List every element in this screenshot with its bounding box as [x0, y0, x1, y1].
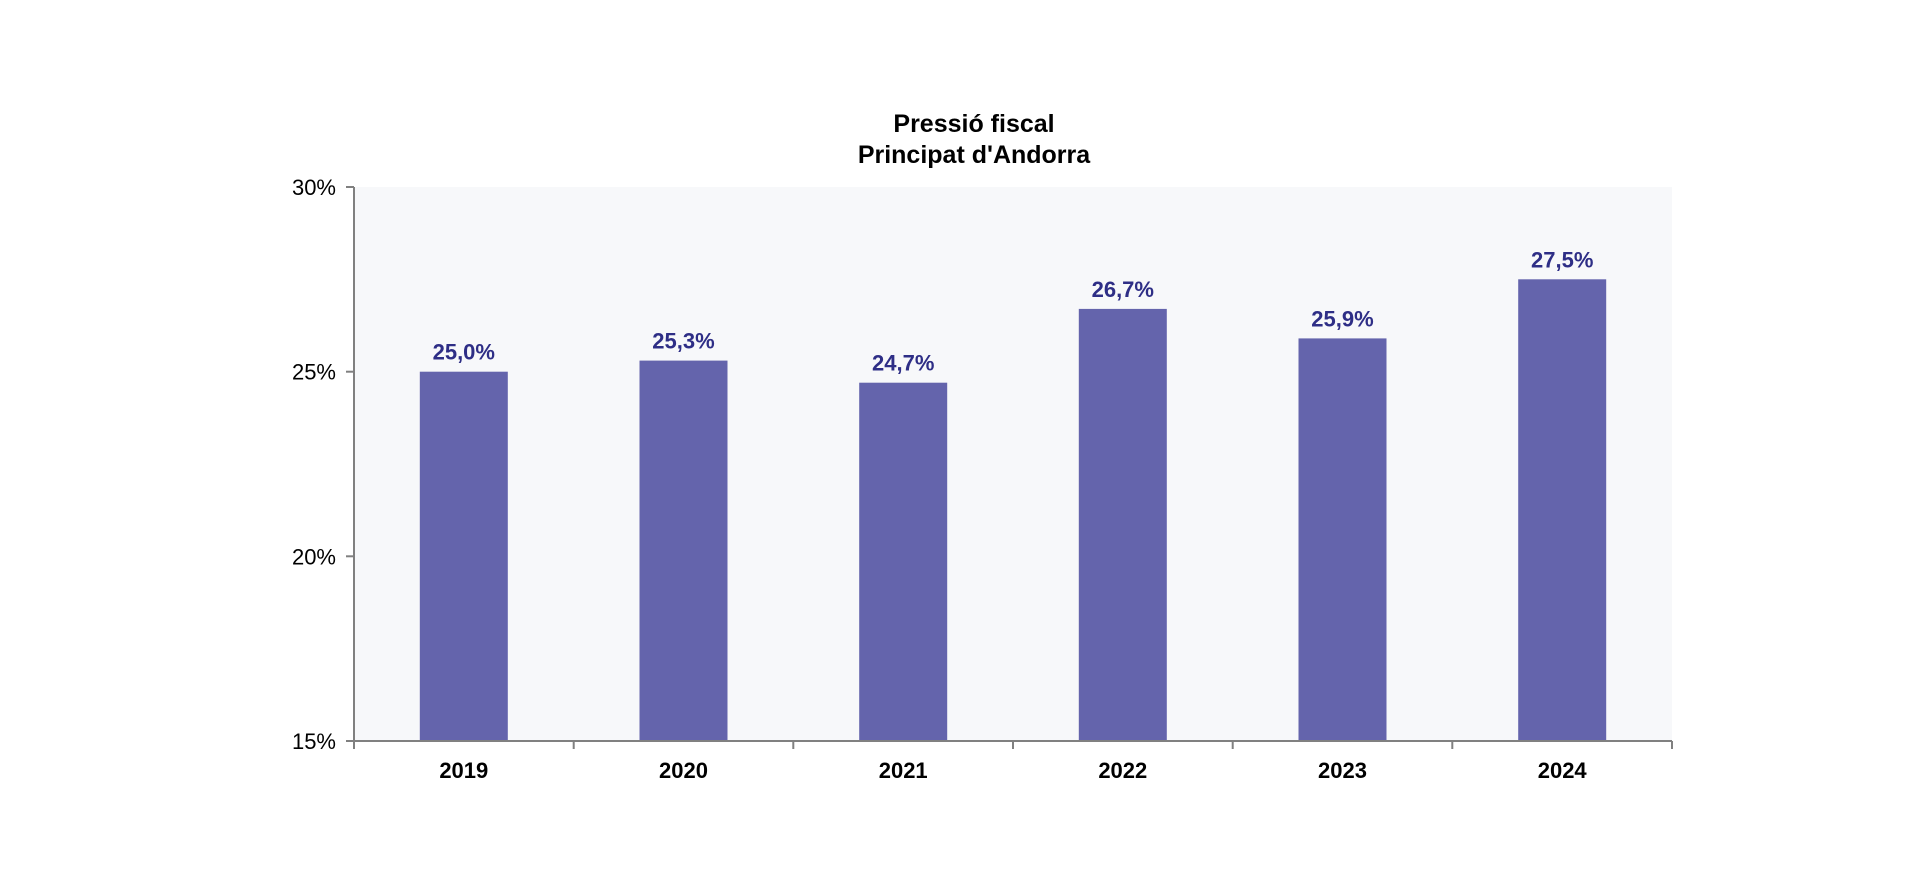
- labels-group: 25,0% 2019 25,3% 2020 24,7% 2021 26,7% 2022 25,9…: [292, 175, 1593, 783]
- x-tick-label-2020: 2020: [659, 758, 708, 783]
- y-tick-label-30: 30%: [292, 175, 336, 200]
- data-label-2020: 25,3%: [652, 329, 714, 354]
- axes-group: [346, 186, 1673, 749]
- y-tick-label-15: 15%: [292, 729, 336, 754]
- bar-2020: [639, 360, 728, 741]
- bar-2024: [1518, 279, 1607, 741]
- plot-area: [354, 187, 1672, 741]
- x-tick-label-2024: 2024: [1538, 758, 1588, 783]
- y-tick-label-20: 20%: [292, 544, 336, 569]
- bar-2023: [1298, 338, 1387, 741]
- data-label-2023: 25,9%: [1311, 306, 1373, 331]
- bar-2019: [419, 371, 508, 741]
- chart-subtitle: Principat d'Andorra: [858, 141, 1091, 169]
- x-tick-label-2022: 2022: [1098, 758, 1147, 783]
- x-tick-label-2019: 2019: [439, 758, 488, 783]
- data-label-2021: 24,7%: [872, 351, 934, 376]
- x-tick-label-2021: 2021: [879, 758, 928, 783]
- chart-title: Pressió fiscal: [893, 110, 1054, 138]
- data-label-2019: 25,0%: [433, 340, 495, 365]
- data-label-2022: 26,7%: [1092, 277, 1154, 302]
- bar-2021: [859, 382, 948, 741]
- y-tick-label-25: 25%: [292, 360, 336, 385]
- bars-group: [419, 279, 1607, 741]
- x-tick-label-2023: 2023: [1318, 758, 1367, 783]
- data-label-2024: 27,5%: [1531, 247, 1593, 272]
- bar-2022: [1078, 308, 1167, 741]
